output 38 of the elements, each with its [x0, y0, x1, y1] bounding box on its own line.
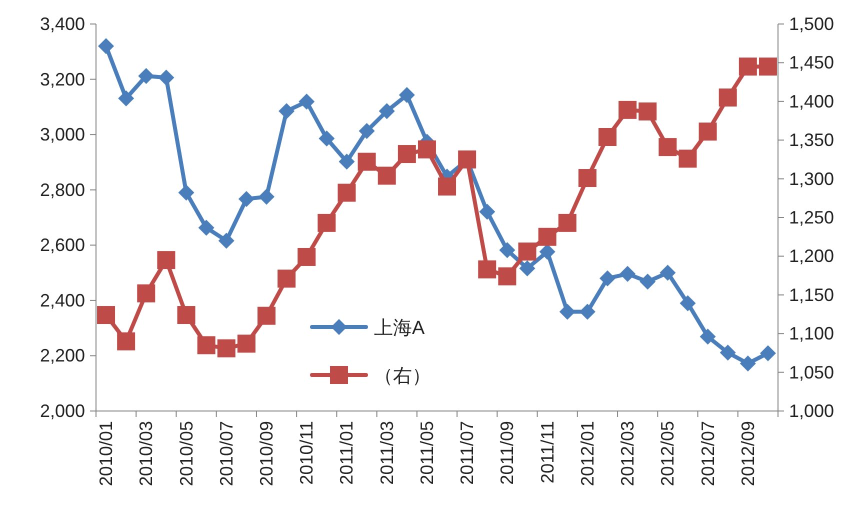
x-tick: 2012/03 — [618, 421, 638, 486]
x-tick: 2010/05 — [176, 421, 196, 486]
x-tick: 2010/03 — [136, 421, 156, 486]
x-tick: 2011/03 — [376, 421, 397, 485]
y-tick: 3,200 — [40, 69, 85, 90]
y-tick: 2,800 — [40, 180, 85, 200]
y-tick: 2,200 — [40, 346, 85, 366]
y2-tick: 1,500 — [789, 14, 834, 34]
x-tick: 2011/11 — [537, 421, 558, 484]
x-tick: 2010/09 — [256, 421, 276, 486]
x-tick: 2012/09 — [738, 421, 758, 486]
x-tick: 2011/09 — [497, 421, 518, 485]
y2-tick: 1,150 — [789, 284, 834, 305]
y2-tick: 1,200 — [789, 246, 834, 266]
y2-tick: 1,250 — [789, 208, 834, 228]
y2-tick: 1,300 — [789, 168, 834, 189]
x-tick: 2012/05 — [658, 421, 678, 486]
y2-tick: 1,400 — [789, 91, 834, 112]
y-tick: 3,400 — [40, 14, 85, 34]
x-tick: 2010/11 — [296, 421, 317, 485]
y2-tick: 1,000 — [789, 401, 834, 421]
x-tick: 2010/07 — [216, 421, 236, 486]
legend-label: （右） — [374, 366, 431, 387]
x-tick: 2012/01 — [577, 421, 598, 486]
x-tick: 2011/07 — [457, 421, 478, 485]
y2-tick: 1,050 — [789, 362, 834, 382]
y2-tick: 1,450 — [789, 52, 834, 73]
x-tick: 2011/01 — [336, 421, 357, 485]
y-tick: 3,000 — [40, 124, 85, 145]
y2-tick: 1,100 — [789, 324, 834, 344]
y-tick: 2,000 — [40, 401, 85, 421]
x-tick: 2011/05 — [416, 421, 437, 485]
x-tick: 2012/07 — [698, 421, 718, 486]
y-tick: 2,600 — [40, 235, 85, 256]
y-tick: 2,400 — [40, 290, 85, 310]
x-tick: 2010/01 — [96, 421, 116, 486]
y2-tick: 1,350 — [789, 130, 834, 150]
legend-label: 上海A — [374, 318, 425, 339]
